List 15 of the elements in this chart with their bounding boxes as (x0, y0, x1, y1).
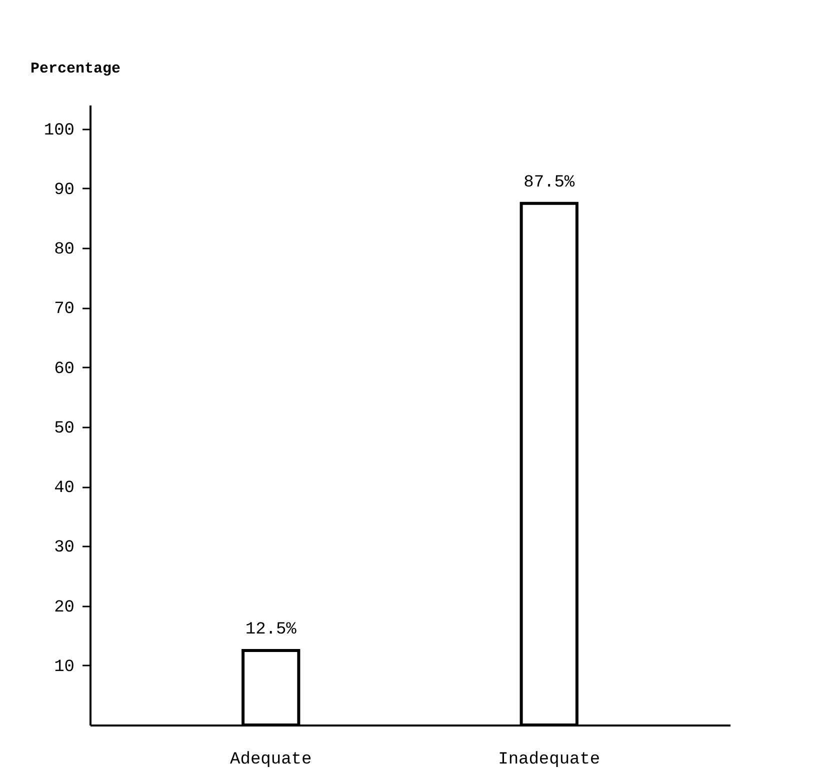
y-tick-label: 80 (54, 240, 74, 260)
y-tick-label: 10 (54, 658, 74, 677)
y-tick-label: 100 (44, 121, 74, 140)
x-tick-label: Inadequate (498, 750, 600, 770)
y-tick-label: 60 (54, 360, 74, 379)
data-label: 12.5% (245, 620, 298, 640)
y-tick-label: 30 (54, 538, 74, 558)
y-tick-label: 20 (54, 598, 74, 618)
y-tick-label: 90 (54, 180, 74, 200)
y-tick-label: 70 (54, 300, 74, 320)
data-label: 87.5% (524, 173, 576, 192)
y-tick-label: 50 (54, 419, 74, 438)
y-tick-label: 40 (54, 479, 74, 498)
x-tick-label: Adequate (230, 750, 312, 770)
y-axis-title: Percentage (30, 60, 121, 78)
